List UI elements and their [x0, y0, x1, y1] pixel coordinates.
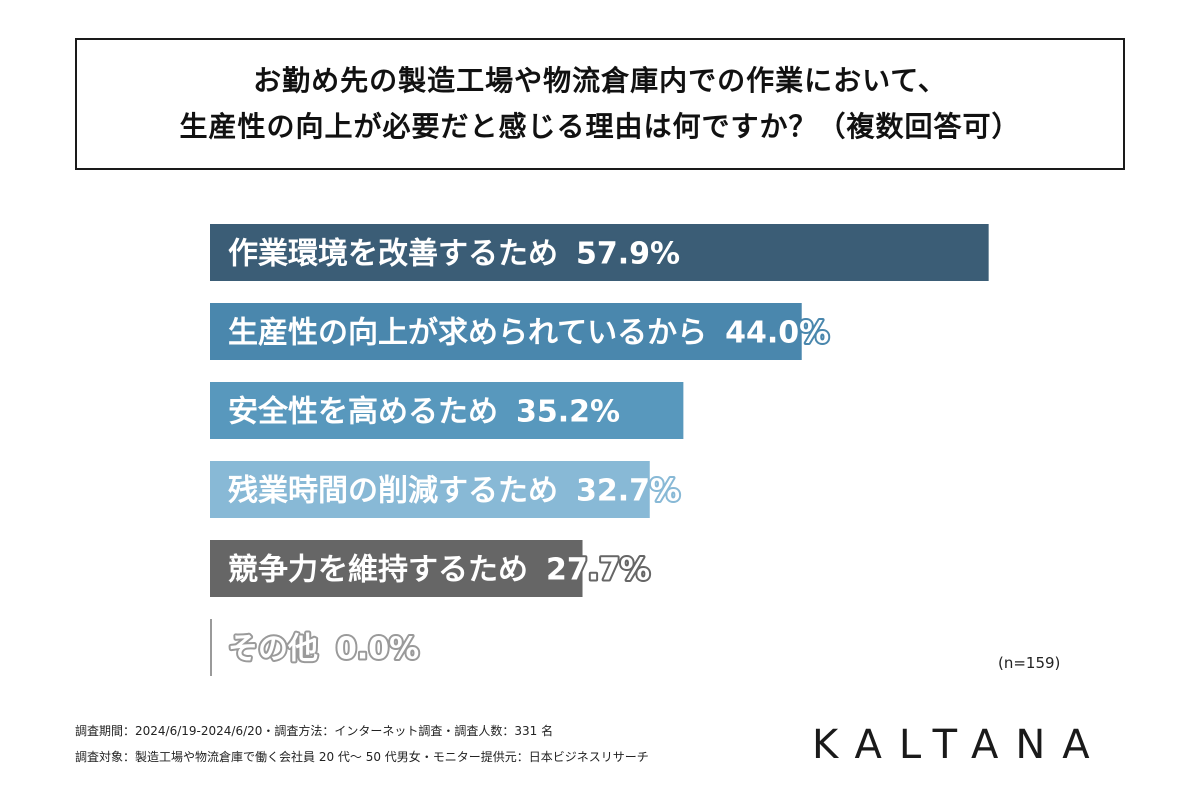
value-label: 0.0%	[336, 632, 419, 667]
bar-label-4: 残業時間の削減するため 32.7%	[228, 474, 680, 509]
value-label: 57.9%	[576, 237, 680, 272]
category-label: 生産性の向上が求められているから	[228, 316, 707, 351]
bar-label-3: 安全性を高めるため 35.2%	[228, 395, 620, 430]
sample-size-label: (n=159)	[998, 654, 1061, 672]
bar-label-6: その他 0.0%	[228, 632, 419, 667]
title-box: お勤め先の製造工場や物流倉庫内での作業において、 生産性の向上が必要だと感じる理…	[75, 38, 1125, 170]
bar-label-5: 競争力を維持するため 27.7%	[228, 553, 650, 588]
bar-1	[210, 224, 989, 281]
bar-label-1: 作業環境を改善するため 57.9%	[228, 237, 680, 272]
bar-2	[210, 303, 802, 360]
bar-3	[210, 382, 684, 439]
category-label: その他	[228, 632, 318, 667]
bar-5	[210, 540, 583, 597]
category-label: 残業時間の削減するため	[228, 474, 558, 509]
value-label: 27.7%	[546, 553, 650, 588]
chart-title-line-2: 生産性の向上が必要だと感じる理由は何ですか？（複数回答可）	[179, 110, 1021, 143]
category-label: 競争力を維持するため	[228, 553, 528, 588]
footer-survey-target: 調査対象：製造工場や物流倉庫で働く会社員 20 代〜 50 代男女・モニター提供…	[75, 750, 649, 764]
value-label: 35.2%	[516, 395, 620, 430]
bar-label-2: 生産性の向上が求められているから 44.0%	[228, 316, 829, 351]
value-label: 44.0%	[725, 316, 829, 351]
chart-title-line-1: お勤め先の製造工場や物流倉庫内での作業において、	[253, 64, 947, 97]
bar-4	[210, 461, 650, 518]
category-label: 作業環境を改善するため	[228, 237, 558, 272]
bar-6	[210, 619, 212, 676]
brand-logo: KALTANA	[812, 722, 1107, 768]
value-label: 32.7%	[576, 474, 680, 509]
footer-survey-period: 調査期間：2024/6/19-2024/6/20・調査方法：インターネット調査・…	[75, 724, 554, 738]
category-label: 安全性を高めるため	[228, 395, 498, 430]
